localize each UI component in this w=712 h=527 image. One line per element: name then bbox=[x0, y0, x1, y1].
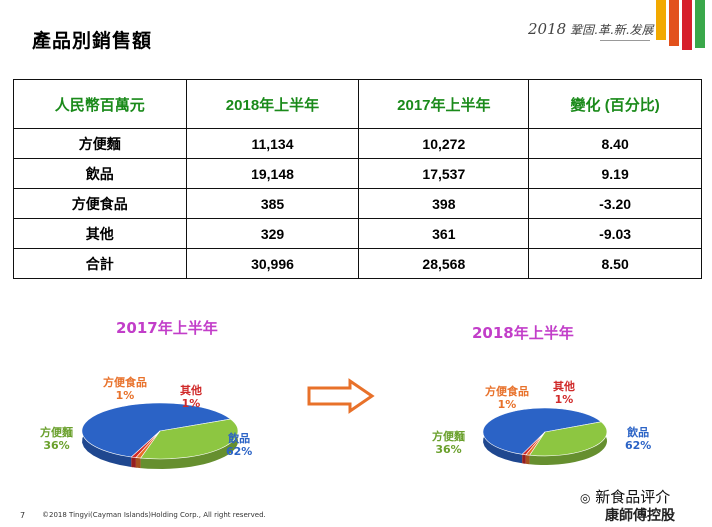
table-cell: 10,272 bbox=[358, 128, 530, 159]
page-title: 產品別銷售額 bbox=[32, 30, 153, 52]
table-cell: 9.19 bbox=[528, 158, 702, 189]
table-row: 方便麵 11,134 10,272 8.40 bbox=[13, 128, 702, 159]
pie-label-food-name: 方便食品 bbox=[485, 385, 529, 398]
pie-slice-1 bbox=[529, 421, 608, 457]
pie-slice-side-3 bbox=[522, 454, 526, 464]
arrow-right-icon bbox=[307, 378, 375, 414]
slogan-underline bbox=[600, 40, 650, 41]
wechat-watermark: ◎ 新食品评介 bbox=[580, 486, 670, 507]
table-cell: 19,148 bbox=[185, 158, 360, 189]
pie-chart-2018 bbox=[482, 407, 608, 465]
table-cell: 方便麵 bbox=[13, 128, 187, 159]
pie-title-2018: 2018年上半年 bbox=[472, 324, 574, 342]
table-cell: 11,134 bbox=[185, 128, 360, 159]
pie-label-other-pct: 1% bbox=[554, 393, 574, 406]
table-row: 飲品 19,148 17,537 9.19 bbox=[13, 158, 702, 189]
pie-slice-1 bbox=[140, 418, 239, 460]
pie-label-food: 方便食品 1% bbox=[103, 376, 147, 402]
pie-label-drink: 飲品 62% bbox=[226, 432, 252, 458]
table-cell: 方便食品 bbox=[13, 188, 187, 219]
table-cell: 17,537 bbox=[358, 158, 530, 189]
pie-label-noodle-pct: 36% bbox=[43, 439, 70, 452]
brand-bar-yellow bbox=[656, 0, 666, 40]
pie-slice-side-2 bbox=[135, 457, 141, 469]
slogan-text: 鞏固.革.新.发展 bbox=[570, 23, 654, 37]
pie-slice-0 bbox=[81, 402, 232, 458]
table-cell: -9.03 bbox=[528, 218, 702, 249]
pie-label-food-name: 方便食品 bbox=[103, 376, 147, 389]
pie-label-other-name: 其他 bbox=[553, 380, 575, 393]
pie-label-noodle: 方便麵 36% bbox=[432, 430, 465, 456]
header-cell: 變化 (百分比) bbox=[528, 79, 702, 129]
brand-watermark: 康師傅控股 bbox=[605, 508, 675, 524]
pie-slice-side-1 bbox=[529, 421, 607, 465]
pie-label-food-pct: 1% bbox=[497, 398, 517, 411]
slogan-year: 2018 bbox=[528, 20, 567, 38]
pie-label-drink-name: 飲品 bbox=[228, 432, 251, 445]
wechat-icon: ◎ bbox=[580, 491, 591, 505]
slogan: 2018 鞏固.革.新.发展 bbox=[528, 20, 653, 38]
pie-label-drink: 飲品 62% bbox=[625, 426, 651, 452]
table-cell: 其他 bbox=[13, 218, 187, 249]
pie-chart-2017 bbox=[81, 402, 239, 469]
pie-label-drink-pct: 62% bbox=[625, 439, 652, 452]
table-cell: 30,996 bbox=[185, 248, 360, 279]
table-cell: 385 bbox=[185, 188, 360, 219]
table-header-row: 人民幣百萬元 2018年上半年 2017年上半年 變化 (百分比) bbox=[13, 79, 702, 129]
pie-label-food: 方便食品 1% bbox=[485, 385, 529, 411]
brand-bar-orange bbox=[669, 0, 679, 46]
table-cell: -3.20 bbox=[528, 188, 702, 219]
pie-label-noodle-pct: 36% bbox=[435, 443, 462, 456]
pie-slice-side-2 bbox=[525, 454, 530, 465]
pie-label-other-name: 其他 bbox=[180, 384, 202, 397]
pie-label-other-pct: 1% bbox=[181, 397, 201, 410]
table-cell: 329 bbox=[185, 218, 360, 249]
pie-label-other: 其他 1% bbox=[553, 380, 575, 406]
pie-slice-3 bbox=[130, 430, 161, 458]
sales-table: 人民幣百萬元 2018年上半年 2017年上半年 變化 (百分比) 方便麵 11… bbox=[13, 79, 702, 279]
page-number: 7 bbox=[20, 511, 26, 520]
table-cell: 8.50 bbox=[528, 248, 702, 279]
pie-slice-side-1 bbox=[140, 419, 238, 469]
pie-label-noodle-name: 方便麵 bbox=[432, 430, 465, 443]
table-cell: 飲品 bbox=[13, 158, 187, 189]
pie-label-drink-name: 飲品 bbox=[627, 426, 650, 439]
table-cell: 361 bbox=[358, 218, 530, 249]
pie-label-noodle: 方便麵 36% bbox=[40, 426, 73, 452]
header-cell: 2017年上半年 bbox=[358, 79, 530, 129]
table-cell: 合計 bbox=[13, 248, 187, 279]
pie-label-other: 其他 1% bbox=[180, 384, 202, 410]
table-row-total: 合計 30,996 28,568 8.50 bbox=[13, 248, 702, 279]
pie-label-noodle-name: 方便麵 bbox=[40, 426, 73, 439]
brand-bar-red bbox=[682, 0, 692, 50]
table-row: 方便食品 385 398 -3.20 bbox=[13, 188, 702, 219]
wechat-watermark-text: 新食品评介 bbox=[595, 488, 671, 506]
pie-slice-0 bbox=[482, 407, 602, 455]
brand-bar-green bbox=[695, 0, 705, 48]
table-row: 其他 329 361 -9.03 bbox=[13, 218, 702, 249]
table-cell: 8.40 bbox=[528, 128, 702, 159]
pie-label-drink-pct: 62% bbox=[226, 445, 253, 458]
table-cell: 28,568 bbox=[358, 248, 530, 279]
pie-label-food-pct: 1% bbox=[115, 389, 135, 402]
pie-title-2017: 2017年上半年 bbox=[116, 319, 218, 337]
pie-slice-3 bbox=[521, 431, 546, 456]
pie-slice-side-3 bbox=[131, 457, 136, 468]
table-cell: 398 bbox=[358, 188, 530, 219]
header-cell: 2018年上半年 bbox=[185, 79, 360, 129]
header-cell: 人民幣百萬元 bbox=[13, 79, 187, 129]
copyright-text: ©2018 Tingyi(Cayman Islands)Holding Corp… bbox=[42, 511, 266, 519]
brand-color-bars bbox=[656, 0, 712, 50]
